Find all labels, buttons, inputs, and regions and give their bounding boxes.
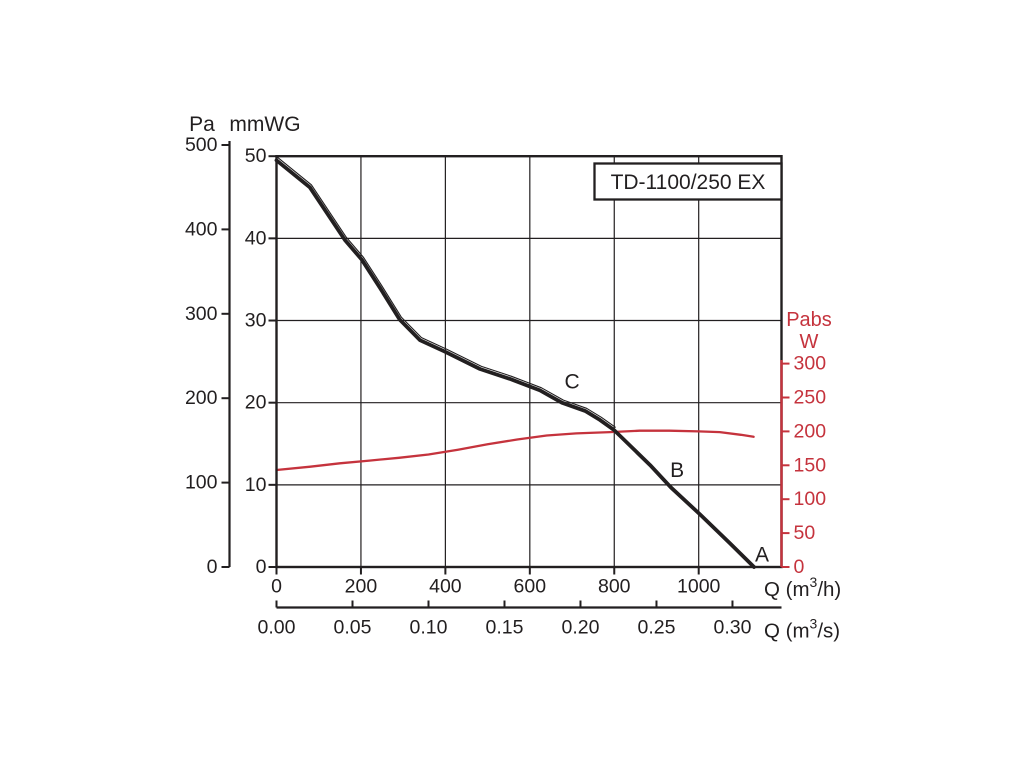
flow-s-tick-label: 0.05 — [334, 617, 372, 639]
flow-s-tick-label: 0.25 — [637, 617, 675, 639]
power-tick-label: 200 — [794, 420, 827, 442]
power-tick-label: 300 — [794, 353, 827, 375]
power-tick-label: 50 — [794, 522, 816, 544]
mmwg-tick-label: 40 — [245, 227, 267, 249]
operating-point-label-c: C — [564, 370, 579, 393]
power-axis-title: Pabs — [786, 309, 832, 331]
flow-s-tick-label: 0.20 — [562, 617, 600, 639]
power-tick-label: 100 — [794, 488, 827, 510]
flow-s-tick-label: 0.15 — [486, 617, 524, 639]
pa-tick-label: 300 — [185, 303, 218, 325]
flow-h-axis-title: Q (m3/h) — [764, 574, 841, 601]
pa-tick-label: 100 — [185, 472, 218, 494]
flow-h-tick-label: 0 — [271, 576, 282, 598]
operating-point-label-b: B — [670, 459, 684, 482]
pressure-curve-hairline — [277, 157, 616, 428]
flow-s-axis-title: Q (m3/s) — [764, 616, 840, 643]
flow-s-tick-label: 0.00 — [258, 617, 296, 639]
flow-h-tick-label: 600 — [514, 576, 547, 598]
model-title: TD-1100/250 EX — [611, 171, 766, 194]
flow-h-tick-label: 400 — [429, 576, 462, 598]
pa-axis-title: Pa — [189, 113, 215, 136]
mmwg-tick-label: 0 — [256, 556, 267, 578]
pa-tick-label: 400 — [185, 218, 218, 240]
flow-s-tick-label: 0.30 — [713, 617, 751, 639]
mmwg-tick-label: 10 — [245, 474, 267, 496]
power-tick-label: 0 — [794, 556, 805, 578]
pa-tick-label: 500 — [185, 134, 218, 156]
power-curve — [275, 429, 755, 472]
operating-point-label-a: A — [755, 543, 769, 566]
mmwg-tick-label: 30 — [245, 310, 267, 332]
mmwg-axis-title: mmWG — [229, 113, 300, 136]
flow-s-tick-label: 0.10 — [410, 617, 448, 639]
pa-tick-label: 200 — [185, 387, 218, 409]
mmwg-tick-label: 50 — [245, 145, 267, 167]
pa-tick-label: 0 — [207, 556, 218, 578]
model-title-box — [593, 162, 783, 201]
power-axis-unit: W — [800, 331, 819, 353]
power-tick-label: 250 — [794, 387, 827, 409]
power-tick-label: 150 — [794, 454, 827, 476]
pressure-curve — [274, 158, 756, 569]
mmwg-tick-label: 20 — [245, 392, 267, 414]
flow-h-tick-label: 200 — [345, 576, 378, 598]
flow-h-tick-label: 1000 — [677, 576, 721, 598]
flow-h-tick-label: 800 — [598, 576, 631, 598]
